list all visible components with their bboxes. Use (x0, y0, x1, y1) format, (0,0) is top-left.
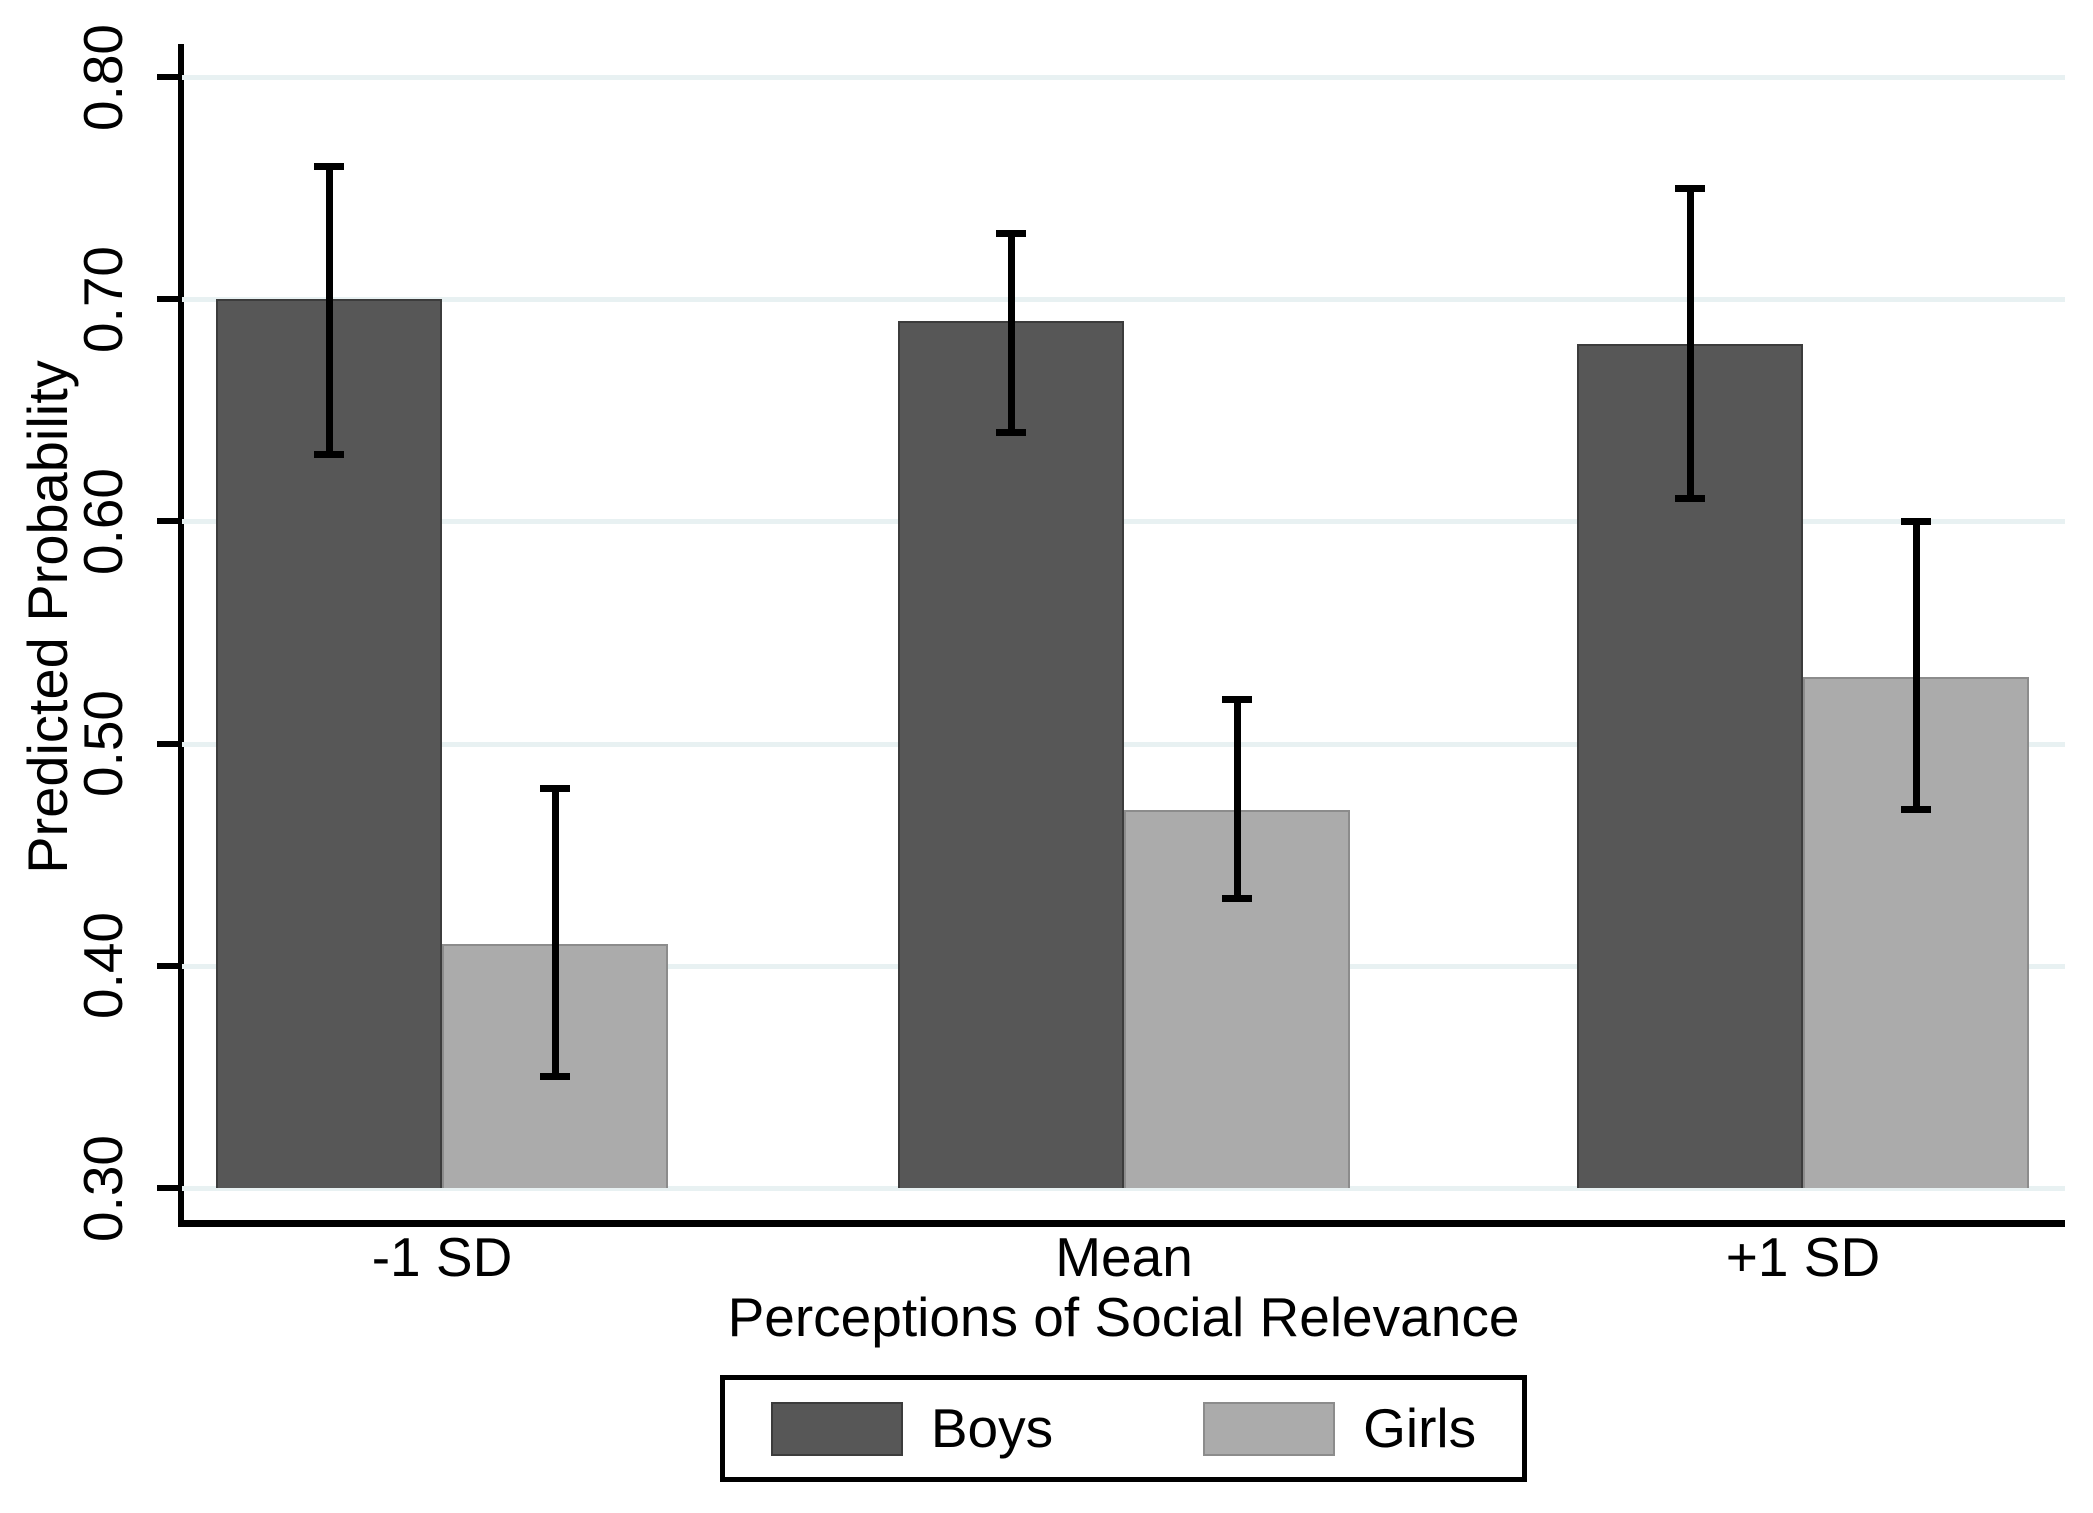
error-bar-cap-bottom (1675, 495, 1705, 503)
error-bar-cap-top (540, 785, 570, 793)
legend-swatch-boys (770, 1401, 903, 1456)
error-bar-cap-bottom (540, 1072, 570, 1080)
y-axis-line (178, 44, 184, 1227)
x-tick-label-1: Mean (1055, 1226, 1193, 1288)
y-tick-label-text: 0.40 (72, 912, 135, 1020)
x-axis-title: Perceptions of Social Relevance (727, 1286, 1520, 1348)
legend-label-girls: Girls (1363, 1397, 1477, 1459)
bar-boys-1 (898, 321, 1124, 1188)
error-bar-line (1007, 232, 1015, 433)
x-tick-label-2: +1 SD (1725, 1226, 1881, 1288)
error-bar-cap-top (996, 229, 1026, 237)
x-axis-line (178, 1220, 2065, 1227)
legend-swatch-girls (1203, 1401, 1336, 1456)
error-bar-cap-bottom (314, 450, 344, 458)
y-tick-label-text: 0.70 (72, 245, 135, 353)
gridline (182, 297, 2065, 303)
y-tick-label-text: 0.80 (72, 23, 135, 131)
plot-area (182, 45, 2065, 1191)
y-tick-label: 0.40 (62, 886, 146, 1046)
gridline (182, 1186, 2065, 1191)
y-tick-label: 0.50 (62, 664, 146, 824)
y-axis-tick (157, 962, 178, 969)
legend-entry-boys: Boys (770, 1397, 1054, 1459)
y-tick-label: 0.60 (62, 441, 146, 601)
y-axis-tick (157, 740, 178, 747)
y-tick-label-text: 0.30 (72, 1134, 135, 1242)
legend-row: Boys Girls (182, 1375, 2065, 1482)
error-bar-cap-top (314, 162, 344, 170)
legend: Boys Girls (719, 1375, 1528, 1482)
error-bar-cap-bottom (1222, 895, 1252, 903)
y-tick-label-text: 0.50 (72, 690, 135, 798)
error-bar-cap-bottom (996, 428, 1026, 436)
error-bar-line (1686, 188, 1694, 500)
error-bar-cap-top (1222, 696, 1252, 704)
error-bar-line (325, 165, 333, 455)
error-bar-cap-bottom (1901, 806, 1931, 814)
error-bar-line (1233, 699, 1241, 900)
error-bar-line (1912, 521, 1920, 811)
y-tick-label: 0.70 (62, 219, 146, 379)
y-axis-tick (157, 74, 178, 80)
legend-label-boys: Boys (930, 1397, 1054, 1459)
error-bar-cap-top (1901, 518, 1931, 526)
y-tick-label: 0.80 (62, 0, 146, 157)
y-axis-tick (157, 1185, 178, 1191)
y-axis-tick (157, 518, 178, 525)
y-tick-label-text: 0.60 (72, 467, 135, 575)
legend-entry-girls: Girls (1203, 1401, 1476, 1456)
y-axis-tick (157, 296, 178, 303)
x-tick-label-0: -1 SD (371, 1226, 513, 1288)
y-tick-label: 0.30 (62, 1108, 146, 1268)
bar-girls-2 (1803, 676, 2029, 1188)
error-bar-cap-top (1675, 185, 1705, 193)
error-bar-line (551, 788, 559, 1077)
gridline (182, 75, 2065, 80)
